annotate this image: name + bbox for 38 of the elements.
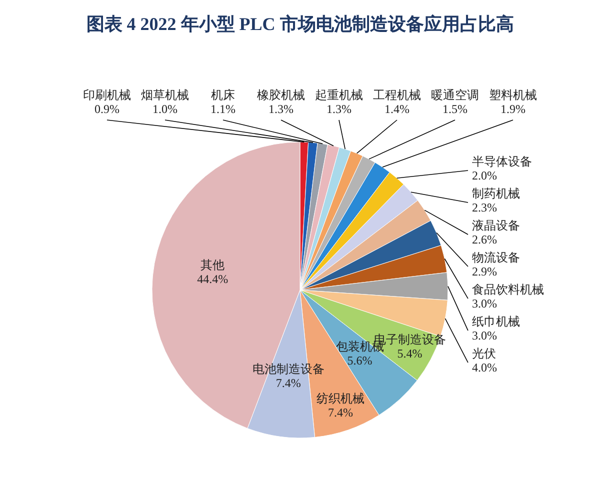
data-label: 1.5% <box>442 102 468 116</box>
slice-label: 塑料机械 <box>489 88 537 102</box>
data-label: 5.4% <box>397 346 422 360</box>
data-label: 4.0% <box>472 360 497 375</box>
data-label: 2.6% <box>472 232 497 247</box>
slice-label: 工程机械 <box>373 88 421 102</box>
slice-label: 烟草机械 <box>141 88 189 102</box>
data-label: 2.9% <box>472 264 497 279</box>
slice-label: 食品饮料机械 <box>472 282 544 297</box>
slice-label: 暖通空调 <box>431 88 479 102</box>
data-label: 2.3% <box>472 200 497 215</box>
slice-label: 光伏 <box>472 346 496 361</box>
chart-title: 图表 4 2022 年小型 PLC 市场电池制造设备应用占比高 <box>86 14 514 34</box>
slice-label: 印刷机械 <box>83 88 131 102</box>
data-label: 5.6% <box>347 354 372 368</box>
data-label: 0.9% <box>94 102 120 116</box>
slice-label: 物流设备 <box>472 250 520 265</box>
data-label: 1.3% <box>326 102 352 116</box>
data-label: 44.4% <box>197 272 228 286</box>
data-label: 7.4% <box>276 376 301 390</box>
slice-label: 纸巾机械 <box>472 314 520 329</box>
data-label: 1.9% <box>500 102 526 116</box>
slice-label: 纺织机械 <box>316 392 364 406</box>
slice-label: 液晶设备 <box>472 218 520 233</box>
data-label: 1.3% <box>268 102 294 116</box>
data-label: 1.1% <box>210 102 236 116</box>
data-label: 3.0% <box>472 328 497 343</box>
slice-label: 制药机械 <box>472 186 520 201</box>
slice-label: 机床 <box>211 88 235 102</box>
data-label: 1.0% <box>152 102 178 116</box>
data-label: 2.0% <box>472 168 497 183</box>
data-label: 3.0% <box>472 296 497 311</box>
data-label: 7.4% <box>328 406 353 420</box>
data-label: 1.4% <box>384 102 410 116</box>
slice-label: 起重机械 <box>315 88 363 102</box>
slice-label: 半导体设备 <box>472 154 532 169</box>
slice-label: 橡胶机械 <box>257 88 305 102</box>
slice-label: 其他 <box>200 258 225 272</box>
